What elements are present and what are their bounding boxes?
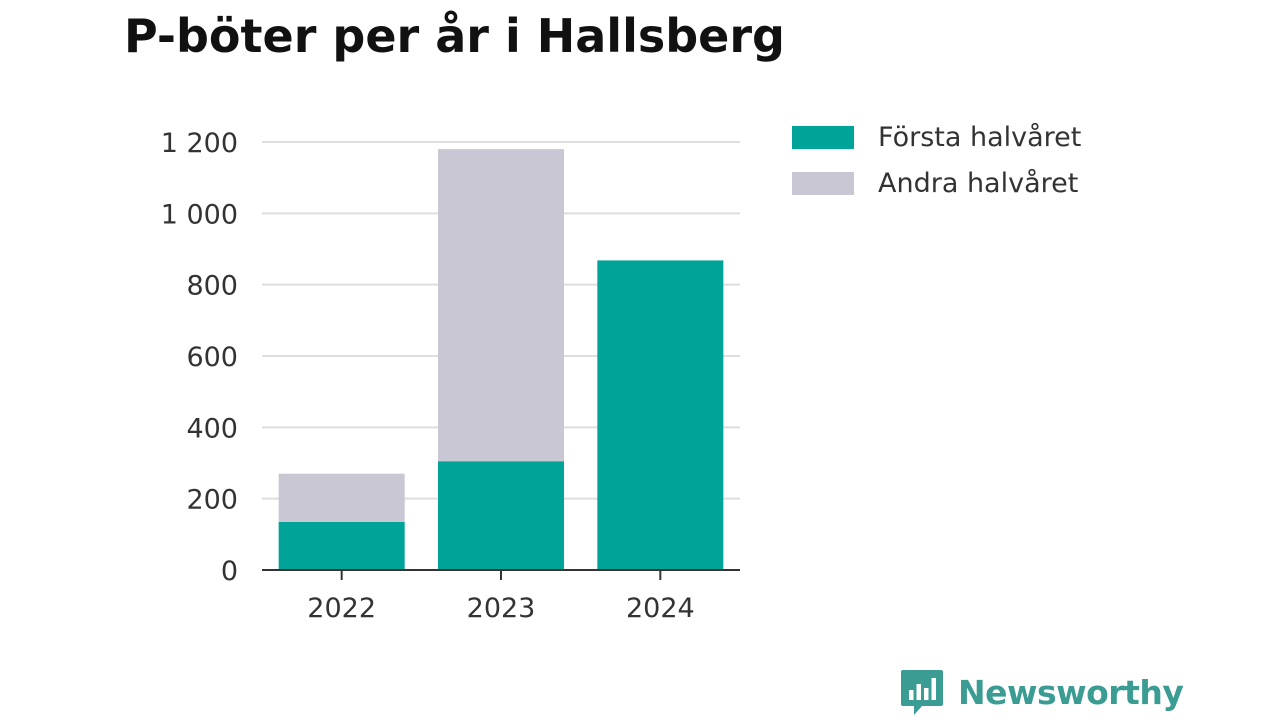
legend-swatch-second-half (792, 171, 854, 195)
x-tick-label: 2024 (626, 593, 695, 624)
bars (278, 149, 724, 570)
legend-item-second-half: Andra halvåret (792, 160, 1081, 206)
y-tick-label: 1 000 (161, 199, 238, 230)
y-tick-label: 600 (186, 342, 238, 373)
legend-label-first-half: Första halvåret (878, 121, 1082, 153)
x-tick-label: 2023 (467, 593, 536, 624)
chart-title: P-böter per år i Hallsberg (124, 9, 785, 63)
bar-2023-series-1 (438, 149, 564, 462)
y-tick-label: 1 200 (161, 128, 238, 159)
brand-name: Newsworthy (958, 672, 1184, 712)
bar-2023-series-0 (438, 461, 564, 570)
x-tick-label: 2022 (307, 593, 376, 624)
legend: Första halvåret Andra halvåret (792, 114, 1081, 206)
bar-chart-speech-bubble-icon (901, 670, 943, 715)
legend-swatch-first-half (792, 125, 854, 149)
bar-2022-series-0 (278, 521, 405, 570)
legend-item-first-half: Första halvåret (792, 114, 1081, 160)
bar-2024-series-0 (597, 260, 724, 570)
y-tick-label: 0 (221, 556, 238, 587)
y-tick-label: 200 (186, 485, 238, 516)
x-axis-ticks: 2022 2023 2024 (307, 570, 695, 624)
legend-label-second-half: Andra halvåret (878, 167, 1079, 199)
bar-2022-series-1 (278, 473, 405, 522)
brand-logo: Newsworthy (900, 668, 1184, 716)
y-axis-labels: 0 200 400 600 800 1 000 1 200 (161, 128, 238, 587)
y-tick-label: 400 (186, 413, 238, 444)
y-tick-label: 800 (186, 271, 238, 302)
